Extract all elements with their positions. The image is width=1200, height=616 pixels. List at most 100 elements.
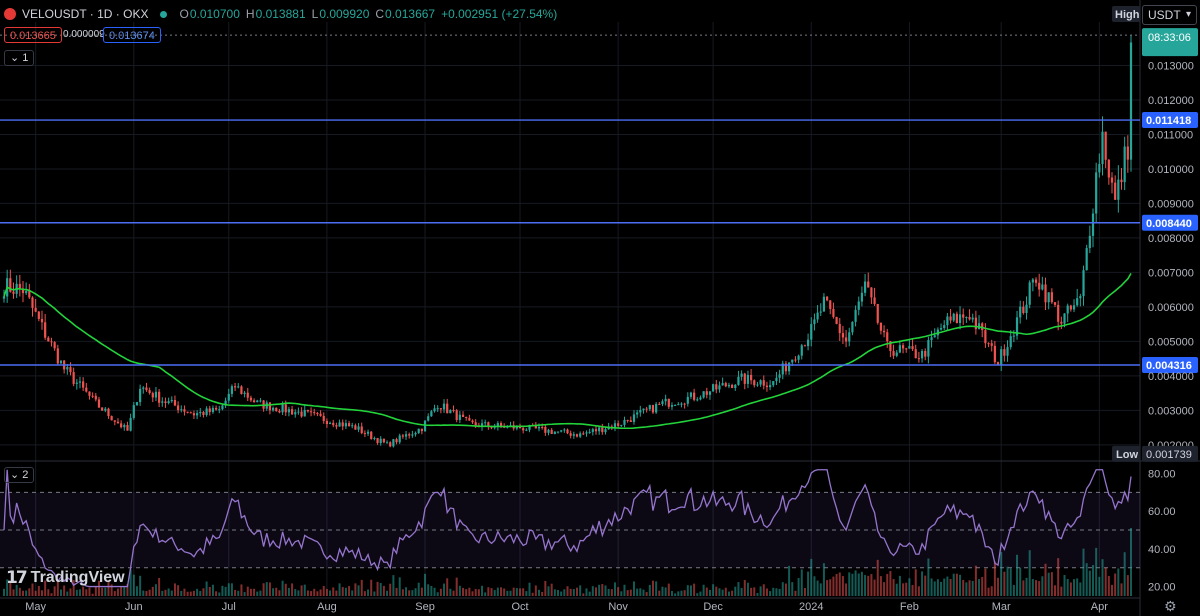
candle-body[interactable] [1095, 172, 1098, 214]
candle-body[interactable] [414, 432, 417, 435]
candle-body[interactable] [325, 420, 329, 425]
ask-price-button[interactable]: 0.013674 [103, 27, 161, 43]
candle-body[interactable] [287, 409, 291, 413]
candle-body[interactable] [271, 407, 275, 411]
candle-body[interactable] [56, 348, 59, 364]
candle-body[interactable] [727, 384, 731, 387]
candle-body[interactable] [496, 423, 499, 427]
candle-body[interactable] [632, 414, 636, 422]
candle-body[interactable] [474, 422, 477, 426]
candle-body[interactable] [37, 311, 40, 319]
candle-body[interactable] [221, 405, 224, 410]
candle-body[interactable] [987, 343, 990, 345]
candle-body[interactable] [617, 423, 620, 426]
candle-body[interactable] [120, 423, 123, 428]
candle-body[interactable] [677, 404, 680, 406]
candle-body[interactable] [911, 346, 914, 350]
candles[interactable] [2, 35, 1133, 448]
candle-body[interactable] [189, 412, 192, 414]
candle-body[interactable] [309, 411, 313, 413]
candle-body[interactable] [126, 424, 129, 431]
candle-body[interactable] [962, 314, 965, 318]
candle-body[interactable] [1050, 292, 1053, 303]
candle-body[interactable] [848, 332, 851, 342]
candle-body[interactable] [72, 372, 75, 384]
candle-body[interactable] [25, 291, 28, 294]
candle-body[interactable] [328, 422, 332, 425]
candle-body[interactable] [113, 420, 116, 422]
candle-body[interactable] [366, 431, 370, 434]
candle-body[interactable] [1072, 305, 1076, 310]
candle-body[interactable] [1107, 159, 1110, 178]
candle-body[interactable] [705, 391, 708, 395]
candle-body[interactable] [620, 424, 623, 426]
candle-body[interactable] [75, 382, 78, 384]
candle-body[interactable] [797, 355, 800, 360]
candle-body[interactable] [585, 432, 588, 434]
candle-body[interactable] [974, 317, 977, 330]
candle-body[interactable] [139, 388, 142, 403]
candle-body[interactable] [18, 283, 21, 289]
candle-body[interactable] [249, 397, 253, 401]
candle-body[interactable] [142, 387, 145, 389]
candle-body[interactable] [1053, 302, 1057, 305]
candle-body[interactable] [398, 435, 401, 443]
candle-body[interactable] [104, 408, 107, 411]
candle-body[interactable] [658, 403, 661, 405]
candle-body[interactable] [256, 400, 259, 403]
candle-body[interactable] [1098, 164, 1101, 173]
candle-body[interactable] [465, 417, 468, 419]
candle-body[interactable] [123, 424, 126, 428]
candle-body[interactable] [148, 390, 151, 394]
candle-body[interactable] [468, 418, 471, 421]
candle-body[interactable] [170, 400, 173, 402]
candle-body[interactable] [1114, 182, 1117, 200]
candle-body[interactable] [750, 374, 753, 381]
candle-body[interactable] [996, 362, 1000, 365]
candle-body[interactable] [626, 419, 629, 421]
candle-body[interactable] [946, 316, 949, 326]
candle-body[interactable] [579, 433, 582, 437]
candle-body[interactable] [715, 384, 718, 390]
candle-body[interactable] [154, 391, 158, 398]
candle-body[interactable] [313, 412, 316, 414]
candle-body[interactable] [1069, 305, 1072, 310]
candle-body[interactable] [860, 292, 864, 302]
candle-body[interactable] [246, 392, 249, 398]
candle-body[interactable] [718, 385, 721, 390]
candle-body[interactable] [145, 387, 148, 391]
candle-body[interactable] [683, 403, 686, 405]
candle-body[interactable] [1015, 317, 1019, 336]
candle-body[interactable] [132, 405, 135, 418]
candle-body[interactable] [284, 404, 287, 413]
candle-body[interactable] [360, 426, 363, 434]
candle-body[interactable] [990, 343, 993, 346]
candle-body[interactable] [2, 296, 6, 299]
candle-body[interactable] [1003, 349, 1006, 356]
currency-selector[interactable]: USDT ▾ [1142, 5, 1197, 25]
candle-body[interactable] [240, 386, 243, 394]
candle-body[interactable] [177, 405, 180, 411]
candle-body[interactable] [917, 358, 921, 360]
candle-body[interactable] [582, 433, 585, 435]
candle-body[interactable] [1009, 336, 1012, 348]
candle-body[interactable] [1082, 270, 1085, 297]
candle-body[interactable] [648, 405, 651, 410]
candle-body[interactable] [832, 308, 835, 317]
candle-body[interactable] [645, 408, 648, 410]
candle-body[interactable] [180, 409, 183, 411]
candle-body[interactable] [556, 431, 560, 433]
candle-body[interactable] [541, 427, 544, 429]
candle-body[interactable] [97, 399, 101, 408]
candle-body[interactable] [731, 384, 734, 388]
candle-body[interactable] [841, 333, 845, 338]
candle-body[interactable] [829, 300, 832, 309]
candle-body[interactable] [208, 408, 211, 413]
candle-body[interactable] [1041, 284, 1044, 290]
candle-body[interactable] [781, 363, 784, 375]
candle-body[interactable] [876, 303, 879, 323]
candle-body[interactable] [446, 403, 449, 414]
candle-body[interactable] [712, 384, 715, 392]
candle-body[interactable] [838, 323, 841, 334]
candle-body[interactable] [816, 312, 819, 320]
